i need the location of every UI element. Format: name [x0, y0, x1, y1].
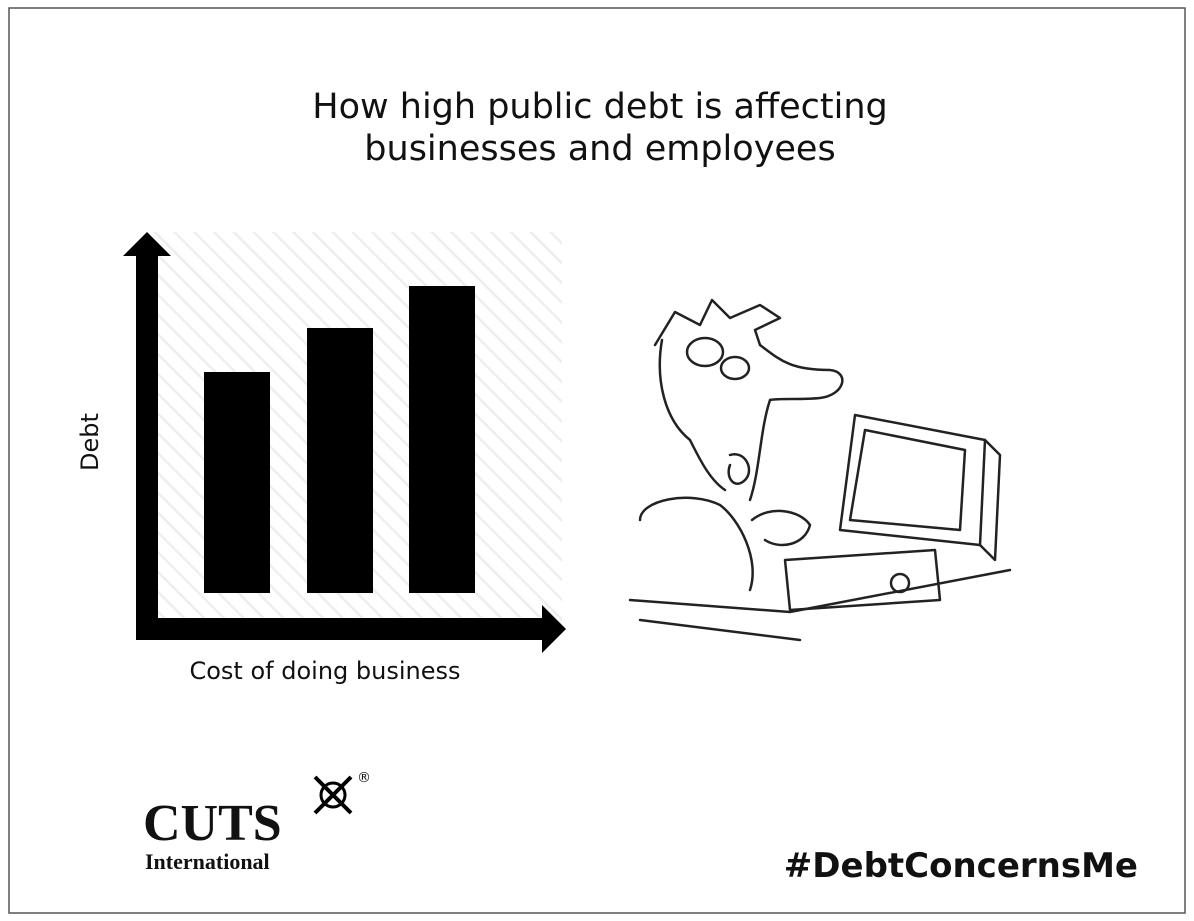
bar: [204, 372, 270, 593]
bar: [307, 328, 373, 593]
logo-emblem: [313, 775, 353, 815]
x-axis-label: Cost of doing business: [189, 657, 460, 685]
x-arrow: [542, 605, 566, 653]
logo-subtitle: International: [145, 849, 270, 874]
y-axis-label: Debt: [76, 413, 104, 471]
y-arrow: [123, 232, 171, 256]
chart-illustration: Debt Cost of doing business: [76, 232, 566, 685]
logo-name: CUTS: [143, 795, 282, 852]
x-axis: [136, 618, 546, 640]
y-axis: [136, 252, 158, 640]
title-line: businesses and employees: [364, 129, 835, 169]
bar: [409, 286, 475, 593]
title-line: How high public debt is affecting: [312, 87, 887, 127]
cartoon: [628, 298, 1012, 642]
logo-registered: ®: [357, 770, 371, 786]
logo: CUTS ® International: [143, 770, 371, 874]
hashtag: #DebtConcernsMe: [784, 846, 1138, 886]
